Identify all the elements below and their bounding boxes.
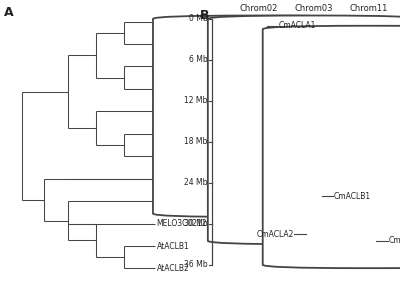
Text: AtACLB2: AtACLB2 [157, 264, 190, 273]
Text: 24 Mb: 24 Mb [184, 178, 208, 187]
Text: CmACLB2: CmACLB2 [388, 236, 400, 245]
Text: B: B [200, 9, 210, 22]
Text: 30 Mb: 30 Mb [184, 219, 208, 228]
Text: MELO3C010675.2.1: MELO3C010675.2.1 [157, 84, 232, 93]
Text: A: A [4, 6, 14, 19]
Text: AtACLA1: AtACLA1 [157, 17, 190, 26]
Text: 0 Mb: 0 Mb [189, 14, 208, 23]
Text: 6 Mb: 6 Mb [189, 55, 208, 64]
Text: CmACLA1: CmACLA1 [278, 21, 316, 30]
Text: MELO3C011482.2.1: MELO3C011482.2.1 [157, 174, 231, 183]
Text: AtACLA3: AtACLA3 [157, 107, 190, 116]
Text: CitACLA2: CitACLA2 [157, 62, 192, 71]
Text: Chrom03: Chrom03 [294, 4, 333, 13]
Text: CitACLB1: CitACLB1 [157, 197, 192, 206]
Text: AtACLB1: AtACLB1 [157, 242, 190, 251]
Text: CmACLA2: CmACLA2 [257, 229, 294, 238]
FancyBboxPatch shape [153, 16, 365, 217]
Text: 12 Mb: 12 Mb [184, 96, 208, 105]
Text: MELO3C021268.2.1: MELO3C021268.2.1 [157, 219, 231, 228]
Text: MELO3C015245.2.1: MELO3C015245.2.1 [157, 152, 231, 161]
FancyBboxPatch shape [263, 26, 400, 268]
Text: 36 Mb: 36 Mb [184, 260, 208, 269]
FancyBboxPatch shape [208, 16, 400, 244]
Text: Chrom02: Chrom02 [240, 4, 278, 13]
Text: CitACLA1: CitACLA1 [157, 129, 192, 138]
Text: Chrom11: Chrom11 [349, 4, 388, 13]
Text: AtACLA2: AtACLA2 [157, 39, 190, 48]
Text: 18 Mb: 18 Mb [184, 137, 208, 146]
Text: CmACLB1: CmACLB1 [333, 192, 370, 201]
